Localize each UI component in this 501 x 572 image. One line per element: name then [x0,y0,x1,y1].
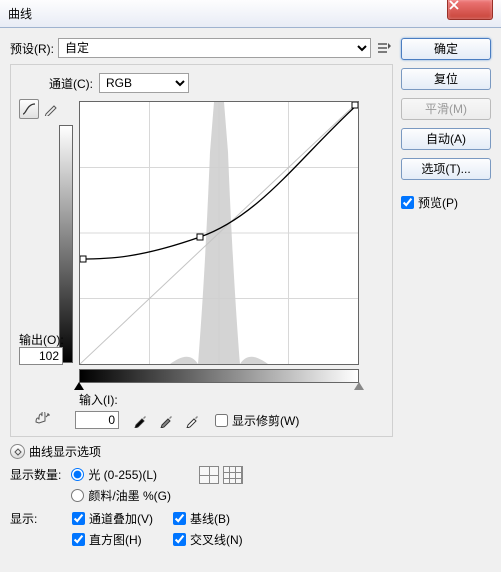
white-point-slider[interactable] [354,382,364,390]
input-gradient [79,369,359,383]
preset-menu-icon[interactable] [375,39,393,57]
preset-label: 预设(R): [10,40,54,57]
smooth-button: 平滑(M) [401,98,491,120]
auto-button[interactable]: 自动(A) [401,128,491,150]
channel-overlay-checkbox[interactable]: 通道叠加(V) [72,510,153,527]
input-input[interactable] [75,411,119,429]
input-label: 输入(I): [79,391,384,408]
black-eyedropper-icon[interactable] [131,410,151,430]
pencil-tool-button[interactable] [41,99,61,119]
grid-9-icon[interactable] [223,466,243,484]
window-title: 曲线 [8,7,32,21]
show-label: 显示: [10,510,58,527]
close-button[interactable] [447,0,493,20]
display-options-label: 曲线显示选项 [29,443,101,460]
light-radio[interactable]: 光 (0-255)(L) [71,466,171,483]
pigment-radio[interactable]: 颜料/油墨 %(G) [71,487,171,504]
preset-select[interactable]: 自定 [58,38,371,58]
histogram-checkbox[interactable]: 直方图(H) [72,531,153,548]
baseline-checkbox[interactable]: 基线(B) [173,510,243,527]
channel-select[interactable]: RGB [99,73,189,93]
channel-label: 通道(C): [49,75,93,92]
black-point-slider[interactable] [74,382,84,390]
curve-tool-button[interactable] [19,99,39,119]
curve-area: 输出(O): [19,99,384,389]
output-input[interactable] [19,347,63,365]
collapse-icon[interactable] [10,444,25,459]
show-amount-label: 显示数量: [10,466,61,483]
grid-4-icon[interactable] [199,466,219,484]
hand-tool-icon[interactable] [31,410,53,430]
curve-grid[interactable] [79,101,359,365]
preview-checkbox[interactable]: 预览(P) [401,194,491,211]
output-gradient [59,125,73,363]
intersection-checkbox[interactable]: 交叉线(N) [173,531,243,548]
white-eyedropper-icon[interactable] [183,410,203,430]
options-button[interactable]: 选项(T)... [401,158,491,180]
gray-eyedropper-icon[interactable] [157,410,177,430]
ok-button[interactable]: 确定 [401,38,491,60]
show-clipping-checkbox[interactable]: 显示修剪(W) [215,412,299,429]
output-label: 输出(O): [19,331,74,348]
reset-button[interactable]: 复位 [401,68,491,90]
